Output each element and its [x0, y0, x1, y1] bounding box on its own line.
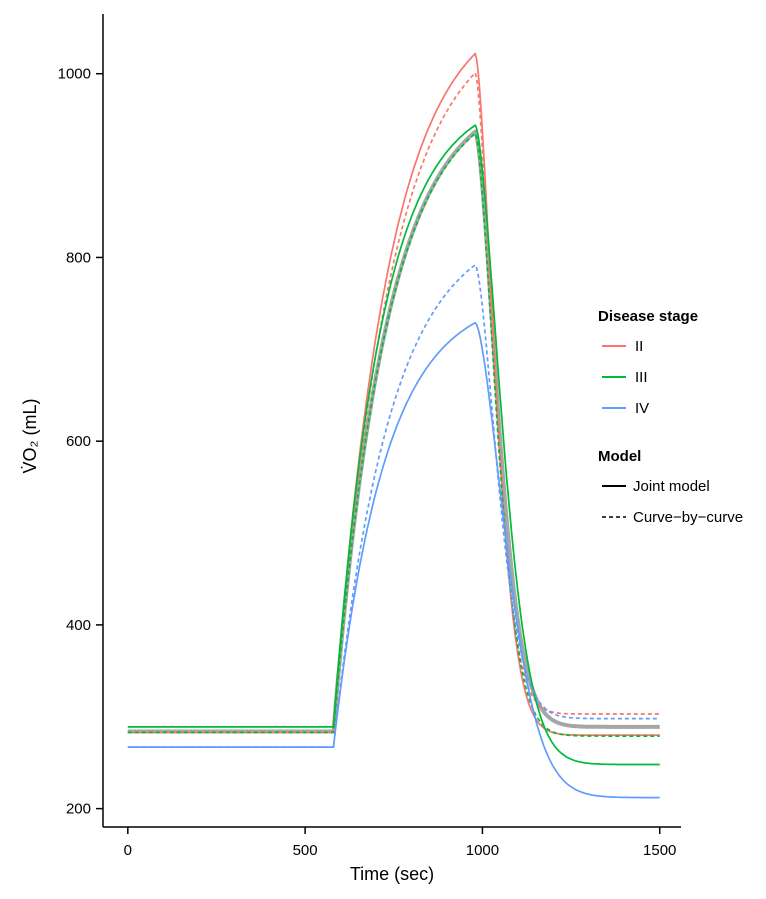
series-line-ii-joint [127, 52, 660, 736]
legend-item-iv: IV [602, 400, 649, 417]
curves-layer [127, 52, 661, 799]
legend-disease-stage: Disease stage II III IV [598, 308, 698, 417]
y-axis-title: V̇O₂ (mL) [20, 399, 40, 474]
y-tick-label: 800 [66, 249, 91, 266]
legend-title-model: Model [598, 448, 641, 465]
legend-item-joint-model: Joint model [602, 478, 710, 495]
legend-item-curve-by-curve: Curve−by−curve [602, 509, 743, 526]
legend-label-ii: II [635, 338, 643, 355]
x-tick-label: 0 [124, 842, 132, 859]
y-tick-label: 200 [66, 801, 91, 818]
series-line-iii-joint [127, 124, 660, 766]
x-axis-title: Time (sec) [350, 864, 434, 884]
x-tick-label: 1000 [466, 842, 499, 859]
series-line-iii-curve [127, 132, 660, 737]
series-line-overall-joint [127, 129, 661, 734]
legend-label-joint-model: Joint model [633, 478, 710, 495]
legend-model: Model Joint model Curve−by−curve [598, 448, 743, 526]
legend-item-iii: III [602, 369, 648, 386]
y-tick-label: 600 [66, 433, 91, 450]
y-tick-label: 1000 [58, 66, 91, 83]
legend-label-iv: IV [635, 400, 649, 417]
legend-item-ii: II [602, 338, 643, 355]
x-tick-label: 1500 [643, 842, 676, 859]
legend-label-iii: III [635, 369, 648, 386]
series-line-ii-curve [127, 71, 660, 734]
y-tick-label: 400 [66, 617, 91, 634]
axis-ticks: 0 500 1000 1500 200 400 600 800 1000 [58, 66, 677, 859]
legend-title-disease-stage: Disease stage [598, 308, 698, 325]
legend-label-curve-by-curve: Curve−by−curve [633, 509, 743, 526]
series-line-iv-joint [127, 321, 660, 799]
series-line-iv-curve [127, 263, 660, 748]
x-tick-label: 500 [293, 842, 318, 859]
